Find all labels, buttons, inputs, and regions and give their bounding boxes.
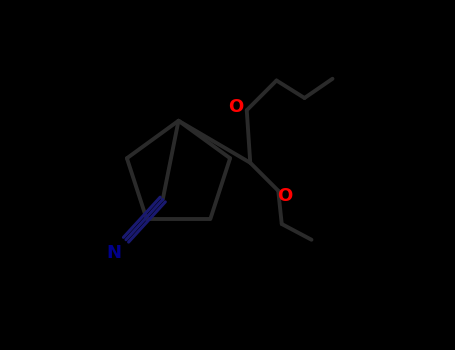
- Text: O: O: [228, 98, 243, 117]
- Text: N: N: [106, 244, 121, 262]
- Text: O: O: [277, 187, 292, 205]
